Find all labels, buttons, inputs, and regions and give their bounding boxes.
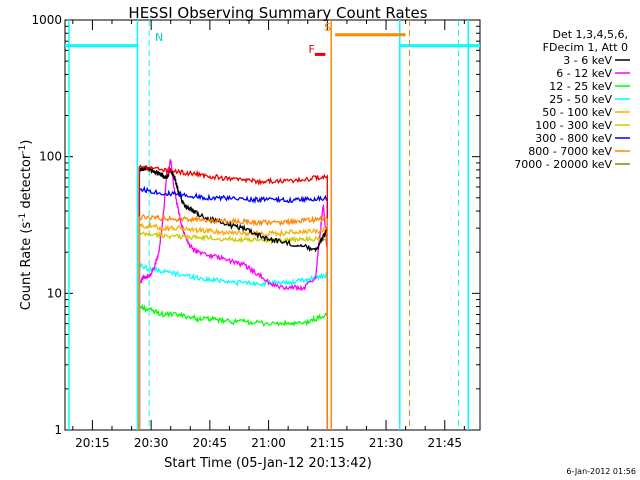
series-line xyxy=(138,158,328,430)
legend-label: 6 - 12 keV xyxy=(556,67,612,80)
plot-frame xyxy=(64,19,481,431)
y-tick-label: 10 xyxy=(47,286,62,300)
legend-header-line: Det 1,3,4,5,6, xyxy=(552,28,628,41)
series-line-extra xyxy=(138,213,328,430)
series-line-extra xyxy=(138,164,328,430)
x-tick-label: 21:30 xyxy=(369,436,404,450)
plot-area xyxy=(64,19,481,431)
x-tick-label: 20:30 xyxy=(134,436,169,450)
y-axis-label-part: ) xyxy=(19,140,34,145)
series-line xyxy=(138,262,328,430)
legend-label: 100 - 300 keV xyxy=(535,119,612,132)
y-tick-label: 100 xyxy=(39,150,62,164)
legend-label: 800 - 7000 keV xyxy=(528,145,612,158)
y-axis-label-part: detector xyxy=(19,153,34,213)
series-line xyxy=(138,165,328,430)
y-axis-label-part: Count Rate (s xyxy=(19,222,34,311)
saa-label: S xyxy=(324,21,331,34)
y-axis-label: Count Rate (s-1 detector-1) xyxy=(18,140,34,311)
legend: Det 1,3,4,5,6, FDecim 1, Att 0 3 - 6 keV… xyxy=(514,28,630,171)
axis-ticks: 1 10 100 1000 20:15 20:30 20:45 21:00 21:15 21:30… xyxy=(31,13,480,450)
x-tick-label: 21:45 xyxy=(427,436,462,450)
flare-label: F xyxy=(309,43,315,56)
legend-header-line: FDecim 1, Att 0 xyxy=(543,41,628,54)
series-line xyxy=(138,303,328,430)
x-axis-label: Start Time (05-Jan-12 20:13:42) xyxy=(164,456,372,471)
x-tick-label: 20:15 xyxy=(75,436,110,450)
legend-label: 25 - 50 keV xyxy=(549,93,612,106)
x-tick-label: 20:45 xyxy=(193,436,228,450)
x-tick-label: 21:00 xyxy=(251,436,286,450)
footer-date: 6-Jan-2012 01:56 xyxy=(566,467,636,476)
y-axis-label-sup: -1 xyxy=(18,145,28,154)
observing-overlays: N SF xyxy=(65,20,480,430)
y-tick-label: 1000 xyxy=(31,13,62,27)
series-line xyxy=(138,221,328,430)
legend-label: 300 - 800 keV xyxy=(535,132,612,145)
legend-label: 12 - 25 keV xyxy=(549,80,612,93)
series-line xyxy=(138,230,328,430)
x-tick-label: 21:15 xyxy=(310,436,345,450)
chart-title: HESSI Observing Summary Count Rates xyxy=(128,4,427,22)
legend-label: 7000 - 20000 keV xyxy=(514,158,612,171)
night-label: N xyxy=(155,31,163,44)
legend-label: 3 - 6 keV xyxy=(563,54,612,67)
series-layer xyxy=(138,158,328,430)
y-axis-label-sup: -1 xyxy=(18,213,28,222)
series-line xyxy=(138,185,328,430)
y-tick-label: 1 xyxy=(54,423,62,437)
legend-label: 50 - 100 keV xyxy=(542,106,612,119)
